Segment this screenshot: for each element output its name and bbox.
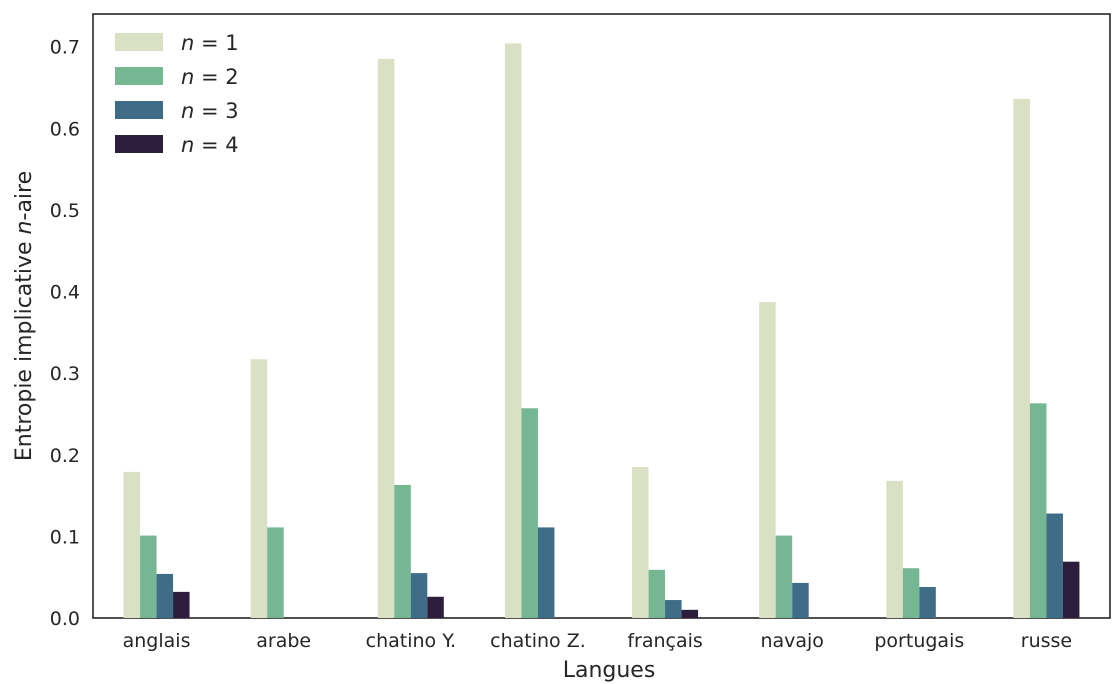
bar-3-chatino-z- — [537, 527, 555, 618]
legend: n = 1 n = 2 n = 3 n = 4 — [115, 31, 239, 157]
x-tick-label: français — [627, 630, 702, 652]
bar-3-fran-ais — [665, 600, 682, 618]
y-tick-label: 0.4 — [50, 282, 80, 304]
y-tick-label: 0.5 — [50, 200, 80, 222]
legend-swatch — [115, 33, 163, 51]
bar-2-chatino-y- — [394, 484, 411, 618]
bar-1-portugais — [886, 480, 903, 618]
bar-2-navajo — [775, 535, 793, 618]
y-tick-label: 0.3 — [50, 363, 80, 385]
legend-label: n = 4 — [181, 133, 239, 157]
bar-2-chatino-z- — [521, 408, 538, 618]
legend-label: n = 3 — [181, 99, 239, 123]
x-tick-label: anglais — [123, 630, 191, 652]
bar-1-arabe — [250, 359, 268, 618]
bar-4-anglais — [173, 591, 190, 618]
x-tick-label: navajo — [760, 630, 823, 652]
x-tick-label: chatino Z. — [490, 630, 586, 652]
bar-3-anglais — [156, 573, 174, 618]
y-tick-label: 0.0 — [50, 608, 80, 630]
bar-1-chatino-z- — [504, 43, 522, 618]
bar-3-chatino-y- — [410, 573, 428, 618]
x-tick-labels: anglais arabe chatino Y. chatino Z. français… — [123, 630, 1072, 652]
bar-2-fran-ais — [648, 569, 666, 618]
x-tick-label: russe — [1021, 630, 1072, 652]
plot-frame — [92, 13, 1111, 619]
legend-label: n = 2 — [181, 65, 239, 89]
legend-label: n = 1 — [181, 31, 239, 55]
bar-3-navajo — [792, 582, 809, 618]
legend-swatch — [115, 135, 163, 153]
y-tick-label: 0.2 — [50, 445, 80, 467]
bar-2-portugais — [902, 568, 920, 618]
bar-4-fran-ais — [681, 609, 699, 618]
bar-1-anglais — [123, 471, 141, 618]
x-tick-label: arabe — [256, 630, 311, 652]
bar-1-chatino-y- — [377, 58, 395, 618]
y-tick-label: 0.1 — [50, 526, 80, 548]
bar-1-russe — [1013, 98, 1030, 619]
bar-3-russe — [1046, 513, 1063, 618]
y-tick-label: 0.7 — [50, 37, 80, 59]
y-axis-label: Entropie implicative n-aire — [12, 171, 37, 461]
x-tick-label: portugais — [874, 630, 964, 652]
legend-swatch — [115, 67, 163, 85]
bar-1-fran-ais — [632, 467, 649, 618]
bar-4-russe — [1062, 561, 1080, 618]
bar-2-russe — [1029, 403, 1047, 618]
y-tick-label: 0.6 — [50, 118, 80, 140]
bar-4-chatino-y- — [427, 596, 444, 618]
x-axis-label: Langues — [563, 658, 656, 683]
x-tick-label: chatino Y. — [366, 630, 456, 652]
bar-2-arabe — [267, 527, 284, 618]
legend-swatch — [115, 101, 163, 119]
bars-group — [123, 43, 1080, 619]
bar-1-navajo — [759, 302, 776, 618]
y-tick-labels: 0.0 0.1 0.2 0.3 0.4 0.5 0.6 0.7 — [50, 37, 80, 630]
bar-3-portugais — [919, 586, 936, 618]
bar-2-anglais — [140, 535, 157, 618]
